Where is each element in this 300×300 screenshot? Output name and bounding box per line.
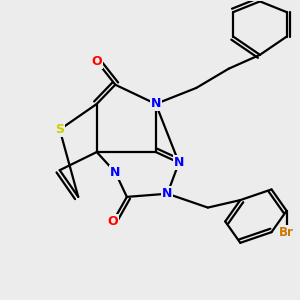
Text: N: N xyxy=(110,166,121,179)
Text: O: O xyxy=(92,55,102,68)
Text: N: N xyxy=(162,187,172,200)
Text: N: N xyxy=(174,156,184,169)
Text: O: O xyxy=(108,215,118,228)
Text: Br: Br xyxy=(279,226,294,239)
Text: N: N xyxy=(151,98,161,110)
Text: S: S xyxy=(55,123,64,136)
